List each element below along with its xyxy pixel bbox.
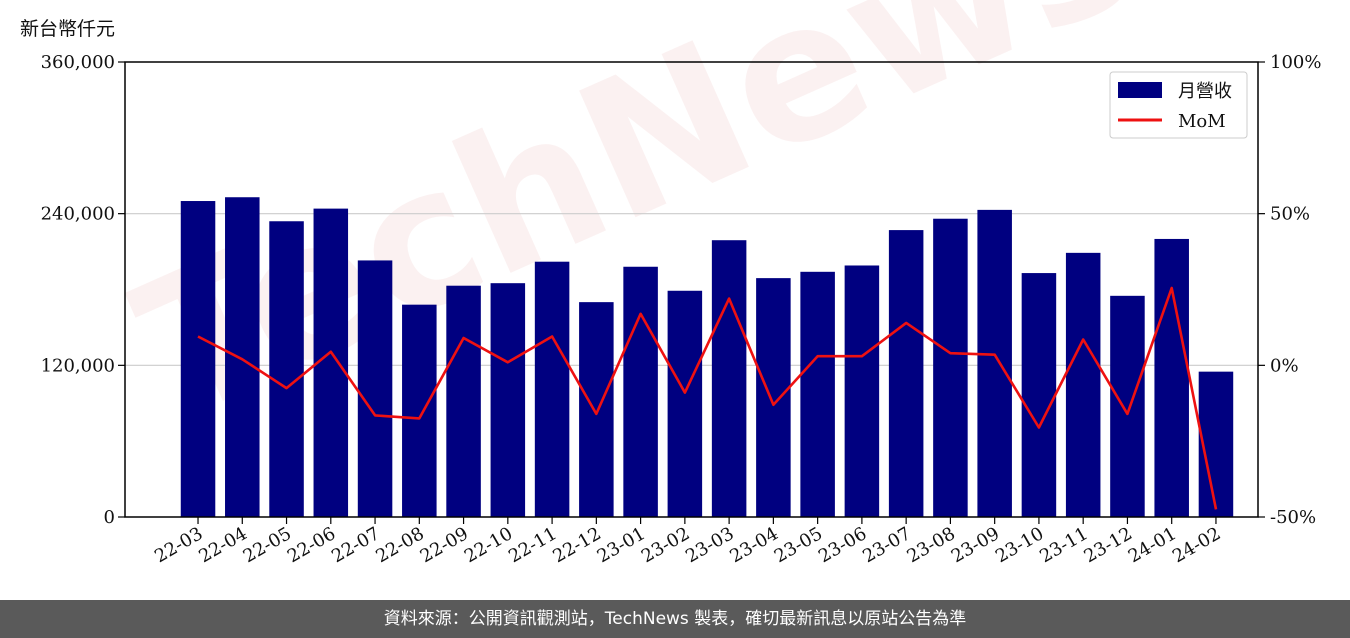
bar-23-03: [711, 240, 747, 518]
x-tick-label-24-01: 24-01: [1125, 523, 1180, 567]
legend-swatch-bar: [1118, 82, 1162, 98]
legend-label-line: MoM: [1178, 111, 1226, 132]
bar-22-10: [490, 283, 526, 517]
x-tick-label-23-04: 23-04: [726, 523, 781, 567]
bar-22-07: [357, 260, 393, 517]
x-tick-label-22-12: 22-12: [549, 523, 604, 567]
bar-23-09: [977, 209, 1012, 517]
bar-23-01: [623, 266, 658, 517]
left-tick-label-2: 240,000: [41, 204, 115, 225]
x-tick-label-22-09: 22-09: [417, 523, 472, 567]
bar-23-10: [1021, 273, 1057, 517]
left-tick-label-0: 0: [104, 507, 115, 528]
bar-23-12: [1110, 295, 1145, 517]
bar-22-04: [225, 197, 260, 517]
right-tick-label-2: 50%: [1270, 204, 1310, 225]
x-tick-label-22-11: 22-11: [505, 523, 560, 567]
bar-23-06: [844, 265, 880, 517]
x-tick-label-23-08: 23-08: [903, 523, 958, 567]
x-tick-label-22-08: 22-08: [372, 523, 427, 567]
source-footer: 資料來源：公開資訊觀測站，TechNews 製表，確切最新訊息以原站公告為準: [0, 600, 1350, 638]
x-tick-label-23-02: 23-02: [638, 523, 693, 567]
x-tick-label-22-07: 22-07: [328, 523, 383, 567]
x-tick-label-23-05: 23-05: [771, 523, 826, 567]
bar-23-08: [933, 218, 968, 517]
bar-23-05: [800, 271, 835, 517]
x-tick-label-23-01: 23-01: [594, 523, 649, 567]
x-tick-label-23-06: 23-06: [815, 523, 870, 567]
x-tick-label-23-07: 23-07: [859, 523, 914, 567]
plot-frame: [124, 61, 1259, 518]
y-axis-unit-label: 新台幣仟元: [20, 18, 116, 40]
right-tick-label-0: -50%: [1270, 507, 1316, 528]
x-tick-label-22-05: 22-05: [240, 523, 295, 567]
x-tick-label-22-03: 22-03: [151, 523, 206, 567]
bar-22-09: [446, 285, 481, 517]
bar-23-02: [667, 290, 703, 517]
x-tick-label-22-04: 22-04: [195, 523, 250, 567]
bar-22-11: [534, 261, 570, 517]
bar-23-11: [1065, 252, 1101, 517]
bar-24-02: [1198, 371, 1234, 517]
bar-24-01: [1154, 238, 1189, 517]
right-tick-label-1: 0%: [1270, 355, 1299, 376]
bar-22-03: [180, 201, 216, 517]
left-tick-label-3: 360,000: [41, 52, 115, 73]
bar-23-07: [888, 230, 924, 517]
x-tick-label-23-12: 23-12: [1081, 523, 1136, 567]
x-tick-label-22-06: 22-06: [284, 523, 339, 567]
mom-line-series: [197, 286, 1218, 510]
x-axis-ticks: 22-0322-0422-0522-0622-0722-0822-0922-10…: [151, 517, 1224, 567]
x-tick-label-23-09: 23-09: [948, 523, 1003, 567]
bar-22-08: [402, 304, 437, 517]
x-tick-label-23-11: 23-11: [1036, 523, 1091, 567]
x-tick-label-22-10: 22-10: [461, 523, 516, 567]
legend-label-bar: 月營收: [1178, 81, 1232, 102]
left-tick-label-1: 120,000: [41, 355, 115, 376]
right-tick-label-3: 100%: [1270, 52, 1321, 73]
x-tick-label-23-10: 23-10: [992, 523, 1047, 567]
left-axis-ticks: 0 120,000 240,000 360,000: [41, 52, 125, 528]
x-tick-label-23-03: 23-03: [682, 523, 737, 567]
bar-23-04: [756, 278, 791, 517]
bar-22-12: [579, 302, 614, 517]
legend: 月營收 MoM: [1109, 71, 1248, 139]
bar-22-05: [269, 221, 304, 517]
right-axis-ticks: -50% 0% 50% 100%: [1258, 52, 1321, 528]
bar-series: [180, 197, 1234, 518]
mom-line: [197, 286, 1218, 510]
x-tick-label-24-02: 24-02: [1169, 523, 1224, 567]
